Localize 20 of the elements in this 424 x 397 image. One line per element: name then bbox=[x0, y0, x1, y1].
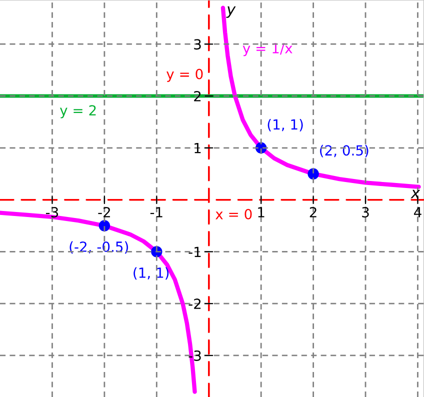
data-label: (1, 1) bbox=[134, 267, 169, 280]
data-label: (1, 1) bbox=[268, 118, 303, 132]
x-tick-label: 2 bbox=[310, 206, 316, 218]
y-tick-label: 3 bbox=[194, 39, 201, 50]
y-tick-label: 1 bbox=[194, 143, 201, 154]
x-tick-label: 1 bbox=[258, 207, 264, 218]
ref-line-label: y = 2 bbox=[60, 105, 96, 118]
x-axis-title: x bbox=[410, 190, 420, 198]
x-tick-label: 3 bbox=[362, 206, 369, 218]
x-tick-label: 4 bbox=[414, 207, 422, 218]
data-label: (2, 0.5) bbox=[320, 144, 368, 158]
y-tick-label: -2 bbox=[188, 298, 201, 309]
x-tick-label: -2 bbox=[98, 206, 110, 218]
ref-line-label: x = 0 bbox=[216, 208, 252, 220]
y-tick-label: -1 bbox=[188, 246, 201, 257]
point bbox=[308, 168, 319, 180]
x-tick-label: -1 bbox=[150, 207, 162, 218]
ref-line-label: y = 0 bbox=[166, 68, 203, 82]
point bbox=[98, 220, 110, 232]
y-axis-title: y bbox=[226, 6, 236, 18]
